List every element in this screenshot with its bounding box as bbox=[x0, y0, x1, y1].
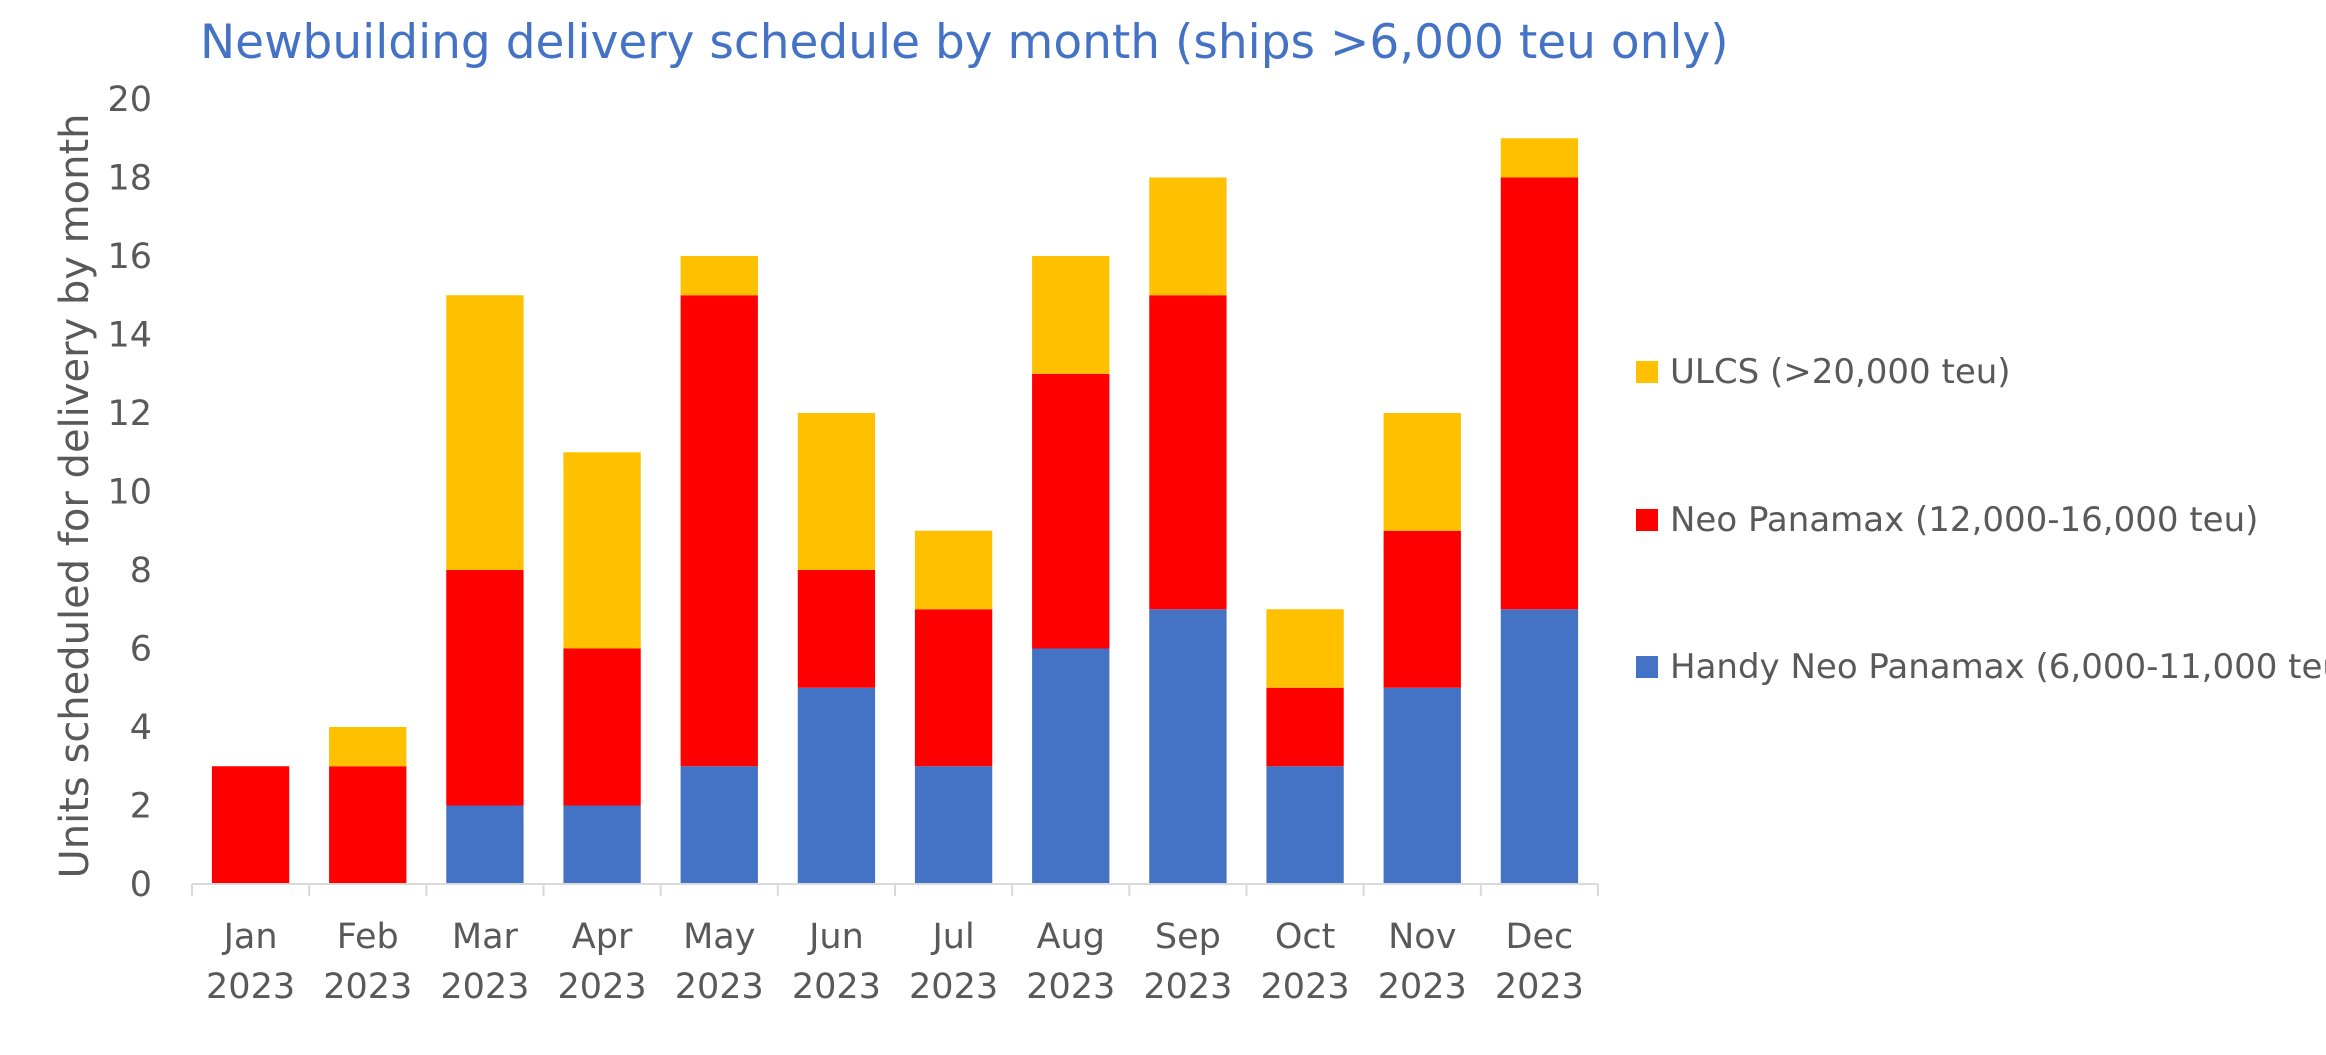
legend-swatch bbox=[1636, 656, 1658, 678]
y-tick-label: 18 bbox=[107, 159, 152, 199]
bar-segment bbox=[1149, 609, 1227, 884]
legend-swatch bbox=[1636, 509, 1658, 531]
chart-title: Newbuilding delivery schedule by month (… bbox=[200, 15, 1729, 70]
bar-segment bbox=[680, 295, 758, 767]
x-tick-label-month: Mar bbox=[452, 917, 519, 957]
legend-entry: Handy Neo Panamax (6,000-11,000 teu) bbox=[1670, 647, 2326, 687]
x-tick-label-month: Jun bbox=[807, 917, 864, 957]
x-tick-label-year: 2023 bbox=[792, 967, 881, 1007]
bar-segment bbox=[914, 530, 993, 610]
legend-entry: ULCS (>20,000 teu) bbox=[1670, 352, 2011, 392]
x-tick-label-month: Nov bbox=[1388, 917, 1456, 957]
y-tick-label: 20 bbox=[107, 80, 152, 120]
x-tick-label-month: Dec bbox=[1506, 917, 1574, 957]
x-tick-label-year: 2023 bbox=[1261, 967, 1350, 1007]
y-tick-label: 16 bbox=[107, 237, 152, 277]
y-tick-label: 4 bbox=[130, 708, 152, 748]
x-tick-label-year: 2023 bbox=[558, 967, 647, 1007]
x-tick-label-year: 2023 bbox=[323, 967, 412, 1007]
bar-segment bbox=[563, 805, 641, 884]
bar-segment bbox=[446, 570, 524, 806]
x-axis-labels: Jan 2023 Feb 2023 Mar 2023 Apr 2023 May 2023 Jun 20… bbox=[206, 917, 1584, 1007]
bar-segment bbox=[563, 648, 641, 806]
x-tick-label-month: Oct bbox=[1275, 917, 1336, 957]
x-tick-label-year: 2023 bbox=[206, 967, 295, 1007]
x-tick-label-month: Aug bbox=[1037, 917, 1105, 957]
bar-segment bbox=[446, 295, 524, 570]
bar-segment bbox=[446, 805, 524, 884]
x-tick-label-year: 2023 bbox=[1143, 967, 1232, 1007]
bar-segment bbox=[1500, 138, 1579, 178]
y-tick-label: 0 bbox=[130, 865, 152, 905]
bar-segment bbox=[1500, 609, 1579, 884]
bar-segment bbox=[1383, 530, 1461, 688]
bar-segment bbox=[680, 256, 758, 296]
bar-segment bbox=[1149, 177, 1227, 296]
bar-segment bbox=[1149, 295, 1227, 610]
x-tick-label-month: Jul bbox=[930, 917, 974, 957]
bar-segment bbox=[1032, 373, 1110, 649]
bar-segment bbox=[797, 570, 876, 688]
bar-segment bbox=[329, 766, 407, 884]
y-axis-ticks: 0 2 4 6 8 10 12 14 16 18 20 bbox=[107, 80, 152, 905]
bar-segment bbox=[1266, 766, 1344, 884]
bar-segment bbox=[1383, 413, 1461, 531]
bar-segment bbox=[1266, 609, 1344, 688]
legend-entry: Neo Panamax (12,000-16,000 teu) bbox=[1670, 500, 2258, 540]
bar-segment bbox=[1266, 687, 1344, 767]
bar-segment bbox=[1383, 687, 1461, 884]
x-tick-label-month: Feb bbox=[337, 917, 399, 957]
bar-segment bbox=[914, 766, 993, 884]
x-axis bbox=[191, 883, 1599, 896]
bar-segment bbox=[1500, 177, 1579, 610]
bar-segment bbox=[914, 609, 993, 767]
bar-segment bbox=[797, 687, 876, 884]
bar-segment bbox=[211, 766, 290, 884]
y-tick-label: 8 bbox=[130, 551, 152, 591]
x-tick-label-month: Jan bbox=[222, 917, 278, 957]
y-tick-label: 10 bbox=[107, 473, 152, 513]
x-tick-label-year: 2023 bbox=[675, 967, 764, 1007]
bar-segment bbox=[680, 766, 758, 884]
legend-swatch bbox=[1636, 361, 1658, 383]
y-tick-label: 14 bbox=[107, 316, 152, 356]
bar-segment bbox=[563, 452, 641, 649]
bar-segment bbox=[1032, 256, 1110, 374]
x-tick-label-year: 2023 bbox=[1495, 967, 1584, 1007]
y-tick-label: 6 bbox=[130, 630, 152, 670]
y-axis-label: Units scheduled for delivery by month bbox=[52, 114, 98, 879]
x-tick-label-year: 2023 bbox=[909, 967, 998, 1007]
x-tick-label-month: Apr bbox=[572, 917, 633, 957]
x-tick-label-month: May bbox=[683, 917, 755, 957]
bar-segment bbox=[1032, 648, 1110, 884]
x-tick-label-year: 2023 bbox=[1378, 967, 1467, 1007]
x-tick-label-month: Sep bbox=[1155, 917, 1221, 957]
bar-segment bbox=[329, 727, 407, 767]
x-tick-label-year: 2023 bbox=[1026, 967, 1115, 1007]
bars bbox=[211, 138, 1579, 884]
y-tick-label: 2 bbox=[130, 787, 152, 827]
y-tick-label: 12 bbox=[107, 394, 152, 434]
bar-segment bbox=[797, 413, 876, 570]
x-tick-label-year: 2023 bbox=[440, 967, 529, 1007]
legend: ULCS (>20,000 teu) Neo Panamax (12,000-16… bbox=[1636, 352, 2326, 687]
